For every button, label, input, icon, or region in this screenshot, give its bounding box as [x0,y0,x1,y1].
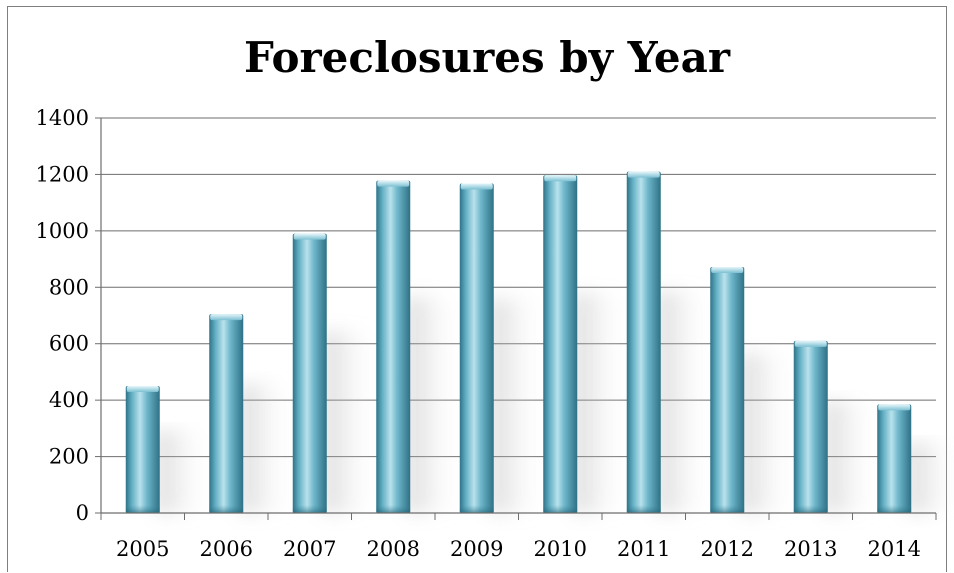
bar-bevel-bottom [793,505,828,513]
bar-bevel-bottom [459,505,494,513]
bar-bevel-top [627,171,660,178]
bar-bevel-top [878,404,911,411]
bar [292,233,327,513]
x-tick-label: 2006 [200,537,253,561]
x-tick-label: 2007 [283,537,336,561]
bar-2010 [543,175,578,513]
x-tick-label: 2008 [367,537,420,561]
y-tick-label: 400 [49,388,89,412]
bar [543,175,578,513]
bar-2011 [626,171,661,513]
y-tick-label: 1400 [36,106,89,130]
bar-bevel-top [126,386,159,393]
axes [95,117,937,520]
bar-bevel-top [293,233,326,240]
bar-2005 [125,386,160,513]
bar [376,180,411,513]
bar-shadow [823,401,879,513]
bar-bevel-top [711,266,744,273]
bar-bevel-top [544,175,577,182]
x-tick-label: 2012 [701,537,754,561]
bar-shadow [239,383,294,513]
x-tick-label: 2009 [450,537,503,561]
y-axis-tick-labels: 0 200 400 600 800 1000 1200 1400 [36,106,89,525]
bar-bevel-bottom [543,505,578,513]
x-tick-label: 2014 [868,537,921,561]
bar-2006 [209,314,244,513]
bar-bevel-bottom [209,505,244,513]
bar-bevel-top [460,183,493,190]
bar-bevel-bottom [376,505,411,513]
bar-shadow [489,298,545,513]
bar-bevel-bottom [710,505,745,513]
y-tick-label: 1200 [36,162,89,186]
y-tick-label: 200 [49,445,89,469]
y-tick-label: 600 [49,332,89,356]
bar-2014 [877,404,912,513]
bar [793,340,828,513]
x-tick-label: 2011 [617,537,670,561]
bar-shadow [322,331,378,513]
bar-2012 [710,266,745,513]
bar-shadow [740,353,795,513]
x-tick-label: 2010 [534,537,587,561]
x-axis-tick-labels: 2005 2006 2007 2008 2009 2010 2011 2012 2013 2014 [116,537,921,561]
bar [459,183,494,513]
bar-bevel-bottom [292,505,327,513]
bar-bevel-bottom [877,505,912,513]
bars [125,171,912,513]
bar-2013 [793,340,828,513]
bar-bevel-bottom [125,505,160,513]
bar-bevel-bottom [626,505,661,513]
bar [877,404,912,513]
bar-2009 [459,183,494,513]
bar [209,314,244,513]
bar-bevel-top [210,314,243,321]
bar [125,386,160,513]
bar-shadow [907,442,954,513]
y-tick-label: 1000 [36,219,89,243]
bar-bevel-top [794,340,827,347]
chart-title: Foreclosures by Year [244,33,731,82]
bar-2008 [376,180,411,513]
bar-shadow [573,293,628,513]
bar-2007 [292,233,327,513]
y-tick-label: 0 [76,501,89,525]
bar [626,171,661,513]
bar-shadows [155,291,954,513]
bar-bevel-top [377,180,410,187]
bar-shadow [406,296,461,513]
bar [710,266,745,513]
y-tick-label: 800 [49,275,89,299]
x-tick-label: 2005 [116,537,169,561]
bar-shadow [155,430,211,513]
bar-shadow [656,291,712,513]
x-tick-label: 2013 [784,537,837,561]
